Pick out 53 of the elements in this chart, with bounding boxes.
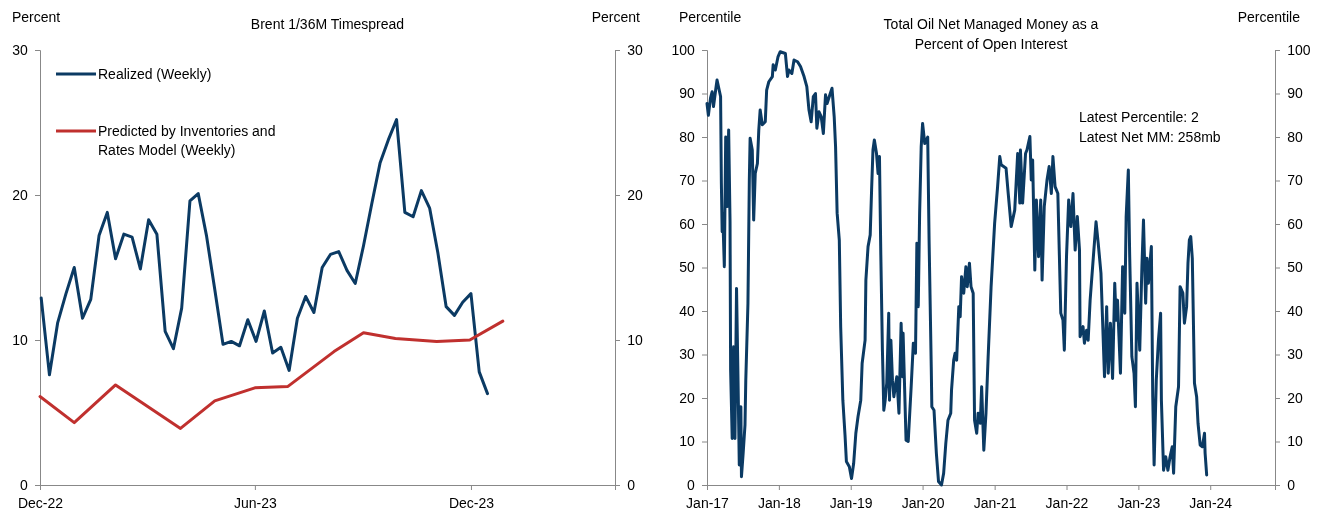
x-tick-label: Jan-23 xyxy=(1117,495,1161,512)
y2-axis-title: Percent xyxy=(591,9,641,25)
y2-tick-label: 50 xyxy=(1287,259,1303,276)
annotation: Latest Percentile: 2 xyxy=(1079,109,1200,125)
legend-label: Realized (Weekly) xyxy=(98,66,212,82)
y-tick-label: 70 xyxy=(679,172,696,189)
y2-tick-label: 20 xyxy=(1287,389,1303,406)
y2-tick-label: 30 xyxy=(1287,346,1303,363)
y-tick-label: 50 xyxy=(679,259,696,276)
y-tick-label: 100 xyxy=(671,41,696,58)
x-tick-label: Jan-18 xyxy=(757,495,801,512)
y2-tick-label: 100 xyxy=(1287,41,1311,58)
y2-tick-label: 0 xyxy=(1287,476,1296,493)
y-tick-label: 0 xyxy=(20,476,28,493)
line-series xyxy=(38,319,505,430)
chart-title: Total Oil Net Managed Money as a Percent of Open Interest xyxy=(883,16,1099,52)
x-tick-label: Jan-19 xyxy=(829,495,873,512)
y-tick-label: 10 xyxy=(12,331,29,348)
y2-tick-label: 30 xyxy=(627,41,643,58)
y2-tick-label: 60 xyxy=(1287,215,1303,232)
y2-axis-title: Percentile xyxy=(1237,9,1301,25)
y-tick-label: 30 xyxy=(679,346,696,363)
y-tick-label: 20 xyxy=(679,389,696,406)
y-tick-label: 10 xyxy=(679,433,696,450)
y2-tick-label: 90 xyxy=(1287,85,1303,102)
y2-tick-label: 0 xyxy=(627,476,636,493)
line-series xyxy=(39,118,489,396)
x-tick-label: Jan-22 xyxy=(1045,495,1089,512)
x-tick-label: Jan-24 xyxy=(1189,495,1233,512)
x-tick-label: Dec-23 xyxy=(448,495,495,512)
y-axis-title: Percent xyxy=(12,9,61,25)
y-tick-label: 30 xyxy=(12,41,29,58)
x-tick-label: Dec-22 xyxy=(17,495,64,512)
y-tick-label: 0 xyxy=(687,476,695,493)
y-axis-title: Percentile xyxy=(679,9,742,25)
y2-tick-label: 10 xyxy=(627,331,643,348)
y2-tick-label: 70 xyxy=(1287,172,1303,189)
x-tick-label: Jan-17 xyxy=(686,495,730,512)
annotation: Latest Net MM: 258mb xyxy=(1079,129,1221,145)
y2-tick-label: 20 xyxy=(627,186,643,203)
y-tick-label: 40 xyxy=(679,302,696,319)
y2-tick-label: 10 xyxy=(1287,433,1303,450)
x-tick-label: Jan-20 xyxy=(901,495,945,512)
y-tick-label: 20 xyxy=(12,186,29,203)
y2-tick-label: 40 xyxy=(1287,302,1303,319)
chart-title: Brent 1/36M Timespread xyxy=(250,16,405,32)
y-tick-label: 80 xyxy=(679,128,696,145)
legend-label: Predicted by Inventories and Rates Model (Weekly) xyxy=(98,123,276,158)
y-tick-label: 60 xyxy=(679,215,696,232)
x-tick-label: Jan-21 xyxy=(973,495,1017,512)
y2-tick-label: 80 xyxy=(1287,128,1303,145)
y-tick-label: 90 xyxy=(679,85,696,102)
x-tick-label: Jun-23 xyxy=(233,495,277,512)
